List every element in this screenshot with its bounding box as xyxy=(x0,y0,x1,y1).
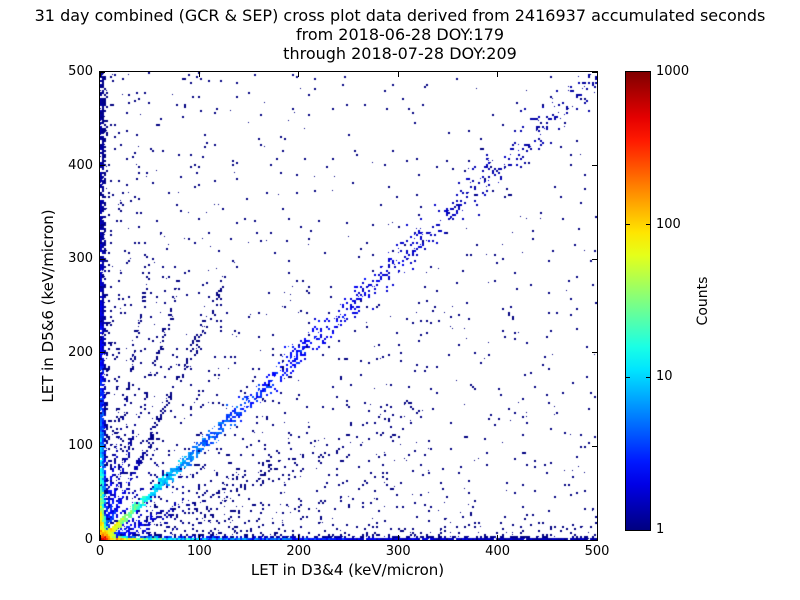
axis-tick xyxy=(198,72,200,77)
axis-tick xyxy=(99,535,101,540)
scatter-density-canvas xyxy=(100,72,597,540)
axis-tick xyxy=(198,535,200,540)
x-tick-label: 400 xyxy=(485,544,511,559)
axis-tick xyxy=(592,539,597,541)
colorbar-title: Counts xyxy=(695,276,711,326)
axis-tick xyxy=(592,445,597,447)
x-tick-label: 100 xyxy=(186,544,212,559)
x-axis-label: LET in D3&4 (keV/micron) xyxy=(250,561,445,579)
x-tick-label: 200 xyxy=(286,544,312,559)
axis-tick xyxy=(497,535,499,540)
y-tick-label: 100 xyxy=(68,438,93,454)
axis-tick xyxy=(298,535,300,540)
axis-tick xyxy=(596,535,598,540)
axis-tick xyxy=(397,535,399,540)
axis-tick xyxy=(592,71,597,73)
colorbar-gradient xyxy=(626,72,650,530)
title-line-1: 31 day combined (GCR & SEP) cross plot d… xyxy=(34,6,766,25)
axis-tick xyxy=(592,165,597,167)
y-tick-label: 200 xyxy=(68,344,93,360)
y-axis-label: LET in D5&6 (keV/micron) xyxy=(39,209,57,403)
y-tick-label: 300 xyxy=(68,251,93,267)
axis-tick xyxy=(100,539,105,541)
axis-tick xyxy=(298,72,300,77)
axis-tick xyxy=(100,258,105,260)
colorbar-tick-label: 1 xyxy=(656,522,665,537)
title-line-3: through 2018-07-28 DOY:209 xyxy=(283,44,517,63)
axis-tick xyxy=(592,258,597,260)
axis-tick xyxy=(592,352,597,354)
axis-tick xyxy=(100,352,105,354)
colorbar xyxy=(625,71,651,531)
x-tick-label: 0 xyxy=(95,544,105,559)
axis-tick xyxy=(100,165,105,167)
axis-tick xyxy=(100,71,105,73)
axis-tick xyxy=(626,224,630,226)
axis-tick xyxy=(626,376,630,378)
colorbar-tick-label: 1000 xyxy=(656,64,690,79)
y-tick-label: 0 xyxy=(84,532,93,547)
axis-tick xyxy=(100,445,105,447)
axis-tick xyxy=(497,72,499,77)
colorbar-tick-label: 10 xyxy=(656,369,673,385)
y-tick-label: 400 xyxy=(68,157,93,173)
colorbar-tick-label: 100 xyxy=(656,216,681,232)
y-tick-label: 500 xyxy=(68,64,93,79)
axis-tick xyxy=(646,224,650,226)
title-line-2: from 2018-06-28 DOY:179 xyxy=(295,25,504,44)
x-tick-label: 300 xyxy=(385,544,411,559)
axis-tick xyxy=(596,72,598,77)
axis-tick xyxy=(397,72,399,77)
axis-tick xyxy=(99,72,101,77)
axis-tick xyxy=(646,376,650,378)
plot-area xyxy=(99,71,598,541)
x-tick-label: 500 xyxy=(584,544,610,559)
chart-title: 31 day combined (GCR & SEP) cross plot d… xyxy=(0,6,800,63)
